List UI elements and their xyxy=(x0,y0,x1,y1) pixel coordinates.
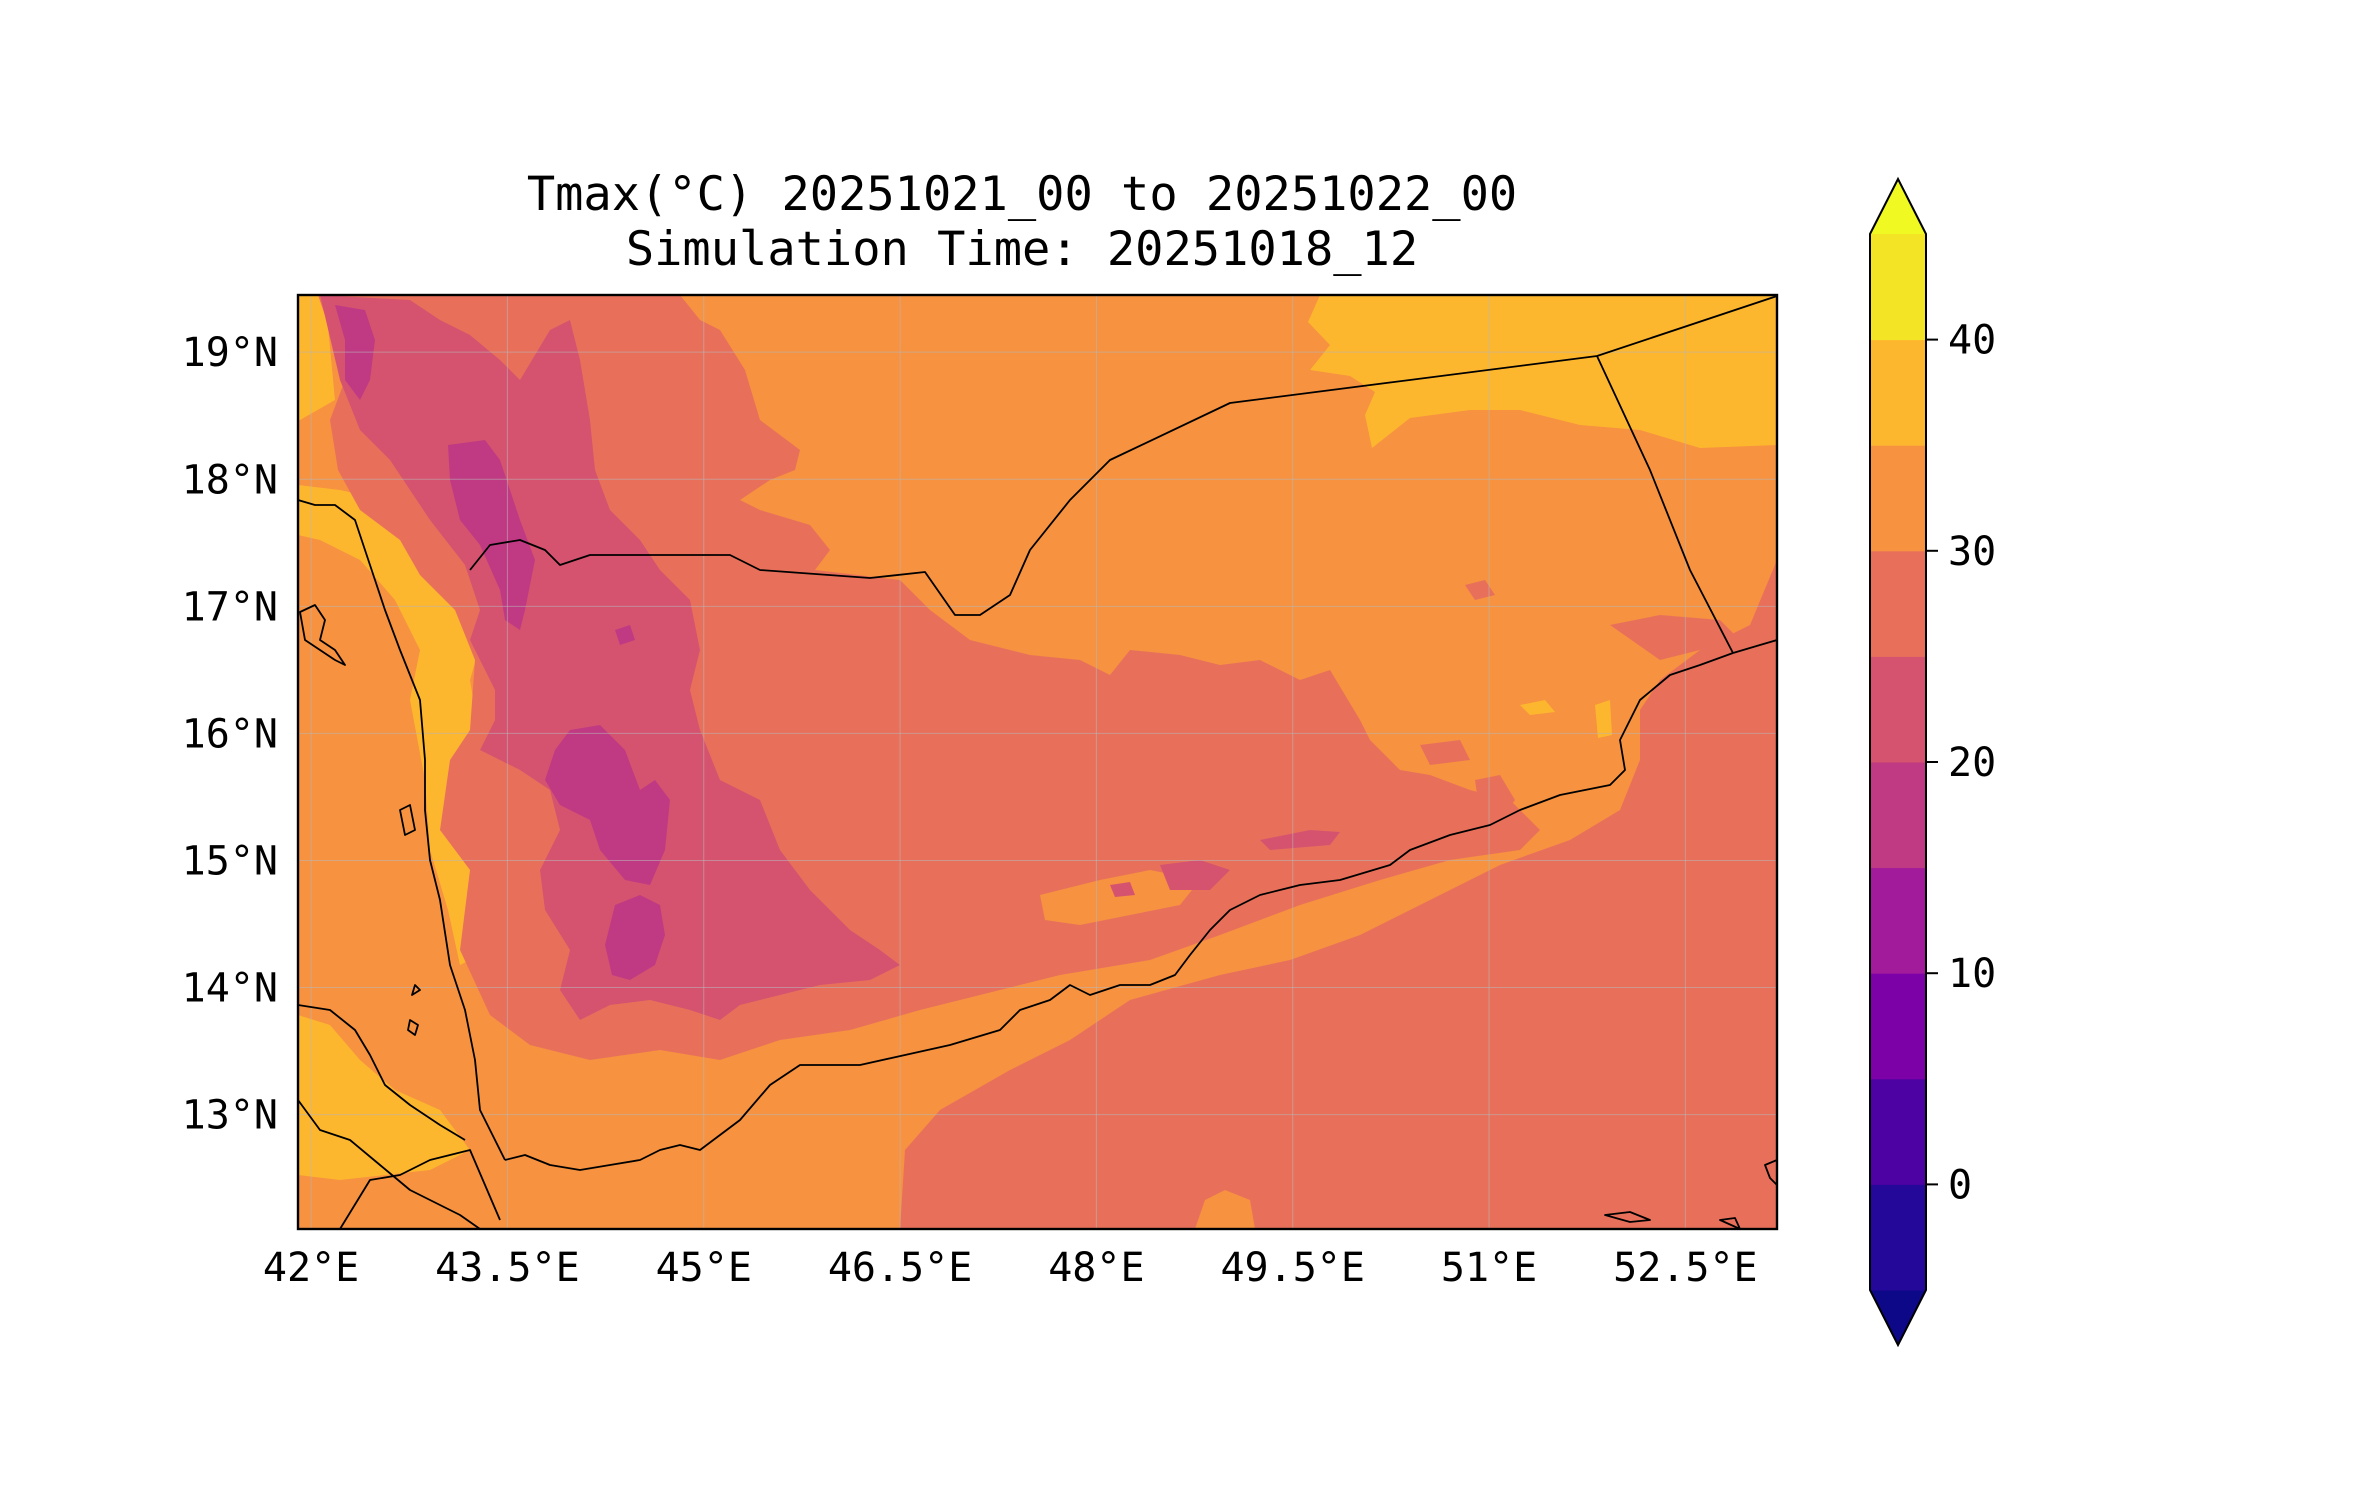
colorbar-segment xyxy=(1870,867,1926,974)
colorbar-segment xyxy=(1870,656,1926,763)
temperature-field xyxy=(298,295,1777,1229)
colorbar-tick-label: 0 xyxy=(1948,1162,1972,1208)
colorbar-segment xyxy=(1870,339,1926,446)
x-tick-label: 43.5°E xyxy=(435,1245,580,1291)
x-tick-label: 46.5°E xyxy=(828,1245,973,1291)
colorbar-segment xyxy=(1870,234,1926,341)
y-tick-label: 14°N xyxy=(182,966,278,1012)
colorbar-extend-low xyxy=(1870,1290,1926,1345)
x-tick-label: 52.5°E xyxy=(1613,1245,1758,1291)
colorbar-segment xyxy=(1870,1078,1926,1185)
field-band-cool-b xyxy=(448,440,535,630)
field-band-hot-coastpatch2 xyxy=(1040,870,1200,925)
map-title-line1: Tmax(°C) 20251021_00 to 20251022_00 xyxy=(527,167,1517,222)
field-band-mild-east xyxy=(1160,860,1230,890)
island-socotra-e xyxy=(1719,1217,1741,1229)
y-tick-label: 16°N xyxy=(182,711,278,757)
colorbar-extend-high xyxy=(1870,179,1926,234)
field-band-hot-coastpatch xyxy=(1195,1190,1255,1229)
field-band-warm-mid3 xyxy=(1475,775,1515,820)
field-band-mild-east3 xyxy=(1110,882,1135,897)
map-gridlines xyxy=(298,295,1777,1229)
y-tick-label: 17°N xyxy=(182,584,278,630)
field-band-hot-ne xyxy=(1308,295,1777,448)
x-tick-label: 45°E xyxy=(656,1245,752,1291)
island-socotra-w xyxy=(1604,1211,1651,1223)
island-small-1 xyxy=(411,984,421,996)
coastline-south xyxy=(504,652,1734,1171)
map-frame xyxy=(296,293,1779,1231)
colorbar-tick-label: 20 xyxy=(1948,740,1996,786)
y-tick-label: 19°N xyxy=(182,330,278,376)
field-band-cool-e xyxy=(615,625,635,645)
coastlines-and-borders xyxy=(298,295,1777,1229)
field-band-cool-c xyxy=(545,725,670,885)
x-axis-ticks: 42°E 43.5°E 45°E 46.5°E 48°E 49.5°E 51°E 52.5°E xyxy=(263,1245,1758,1291)
colorbar-segment xyxy=(1870,973,1926,1080)
field-band-mild-east2 xyxy=(1260,830,1340,850)
field-band-hot-sw xyxy=(298,1015,470,1180)
x-tick-label: 48°E xyxy=(1048,1245,1144,1291)
coastline-africa xyxy=(298,1099,481,1229)
y-axis-ticks: 19°N 18°N 17°N 16°N 15°N 14°N 13°N xyxy=(182,330,278,1138)
border-oman xyxy=(1596,355,1734,654)
colorbar-outline xyxy=(1869,176,1927,1348)
island-farasan xyxy=(299,604,346,666)
coastline-oman xyxy=(1732,639,1777,654)
colorbar-segment xyxy=(1870,445,1926,552)
island-kamaran xyxy=(399,804,416,836)
coastline-redsea xyxy=(298,499,506,1161)
field-band-warm-mid2 xyxy=(1420,740,1470,765)
island-zuqar xyxy=(407,1019,419,1036)
field-band-hot-coast xyxy=(298,295,335,420)
colorbar-segment xyxy=(1870,550,1926,657)
field-band-hot-e xyxy=(1595,700,1612,738)
map-title-line2: Simulation Time: 20251018_12 xyxy=(626,222,1418,277)
x-tick-label: 49.5°E xyxy=(1220,1245,1365,1291)
y-tick-label: 15°N xyxy=(182,838,278,884)
colorbar-tick-label: 30 xyxy=(1948,529,1996,575)
border-africa xyxy=(339,1149,501,1229)
border-north xyxy=(469,295,1777,616)
colorbar-tick-label: 40 xyxy=(1948,318,1996,364)
field-band-warm-east xyxy=(1610,615,1740,660)
x-tick-label: 51°E xyxy=(1441,1245,1537,1291)
y-tick-label: 13°N xyxy=(182,1093,278,1139)
colorbar-tick-label: 10 xyxy=(1948,951,1996,997)
y-tick-label: 18°N xyxy=(182,457,278,503)
field-band-warm-ne-patch xyxy=(1465,580,1495,600)
coastline-africa2 xyxy=(298,1004,466,1141)
field-band-hot-coast2 xyxy=(298,485,490,965)
x-tick-label: 42°E xyxy=(263,1245,359,1291)
field-band-warm-southeast xyxy=(900,560,1777,1229)
colorbar: 0 10 20 30 40 xyxy=(1869,176,1996,1348)
field-band-cool-d xyxy=(605,895,665,980)
field-band-hot-ne2 xyxy=(1520,700,1555,715)
colorbar-segment xyxy=(1870,1184,1926,1291)
colorbar-segment xyxy=(1870,762,1926,869)
island-e-coast xyxy=(1764,1159,1777,1186)
